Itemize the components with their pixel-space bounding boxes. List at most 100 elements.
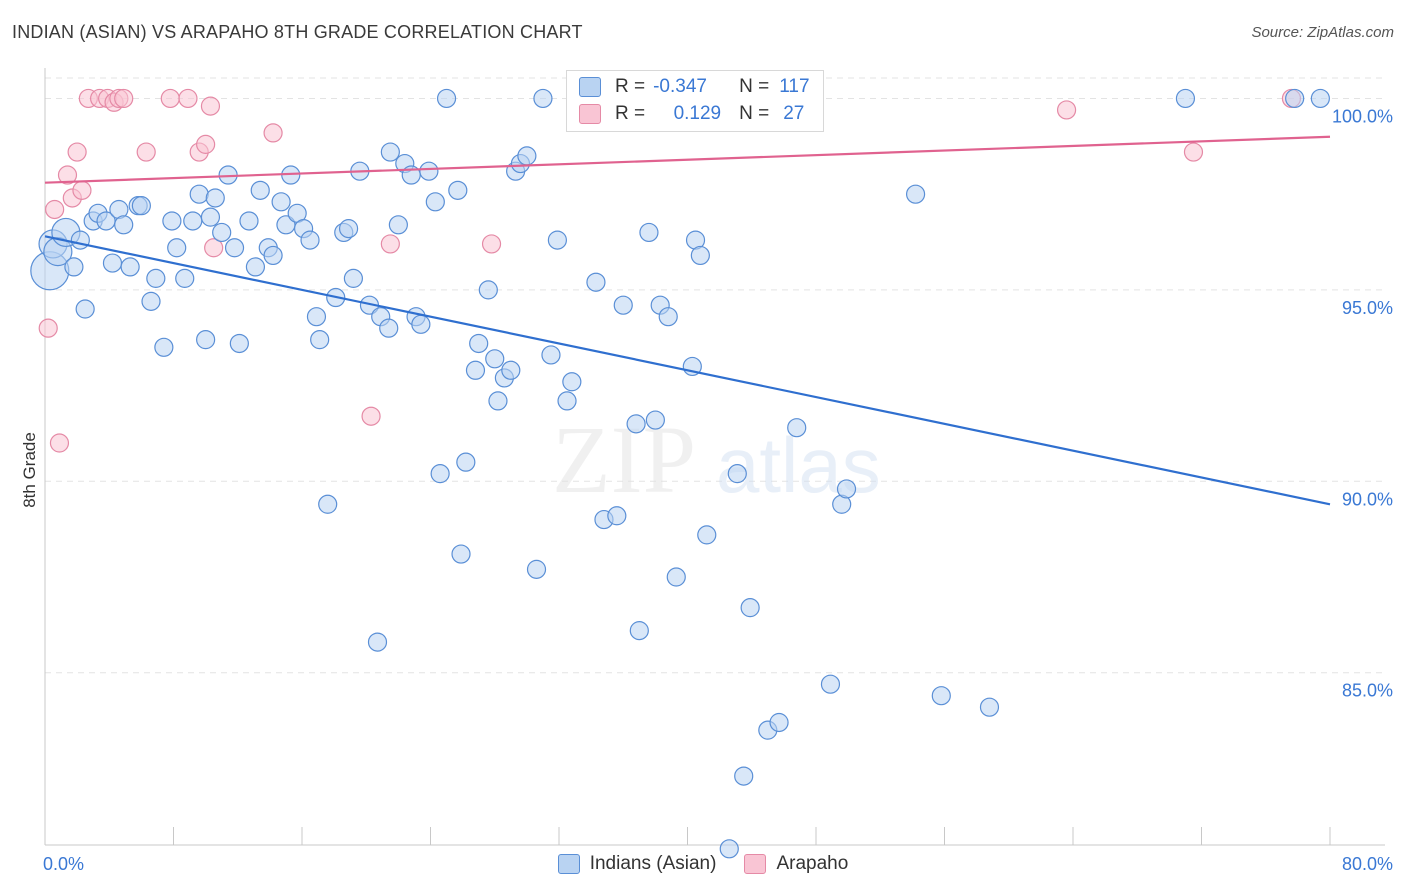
data-point [485, 349, 505, 369]
data-point [204, 238, 224, 258]
trend-lines [44, 135, 1331, 506]
data-point [451, 544, 471, 564]
y-tick-label: 85.0% [1342, 681, 1393, 701]
indians-swatch [557, 854, 580, 874]
data-point [690, 245, 710, 266]
watermark-zip: ZIP [552, 406, 696, 513]
data-point [162, 211, 182, 231]
data-point [456, 452, 476, 472]
data-point [310, 330, 330, 350]
data-point [380, 142, 400, 162]
data-point [1183, 142, 1204, 162]
legend-item-arapaho[interactable]: Arapaho [744, 853, 848, 875]
data-point [562, 372, 582, 392]
data-point [836, 479, 857, 499]
data-point [49, 433, 70, 453]
n-label: N = [739, 103, 770, 124]
n-value: 117 [779, 76, 810, 97]
n-label: N = [739, 76, 770, 97]
data-point [367, 632, 388, 652]
data-point [979, 697, 1000, 717]
data-point [629, 621, 649, 641]
data-point [613, 295, 633, 315]
stats-row-arapaho: R = 0.129 N = 27 [579, 101, 804, 127]
data-point [45, 199, 65, 220]
data-point [1056, 100, 1077, 120]
watermark: ZIP atlas [552, 406, 881, 513]
data-point [820, 674, 841, 694]
y-tick-label: 95.0% [1342, 298, 1393, 318]
series-legend: Indians (Asian) Arapaho [0, 852, 1406, 876]
data-point [245, 257, 266, 277]
data-point [905, 184, 926, 204]
data-point [533, 88, 553, 109]
data-point [263, 245, 283, 266]
stats-legend: R = -0.347 N = 117 R = 0.129 N = 27 [566, 70, 824, 132]
data-point [448, 180, 468, 200]
x-tick-label: 0.0% [43, 854, 84, 874]
data-point [526, 559, 547, 579]
data-point [1310, 88, 1330, 109]
data-point [481, 234, 502, 254]
data-point [200, 207, 221, 227]
data-point [645, 410, 665, 430]
data-point [120, 257, 140, 277]
data-point [250, 180, 270, 200]
data-point [639, 222, 659, 243]
data-point [430, 464, 450, 484]
data-point [436, 88, 457, 109]
data-point [160, 88, 180, 109]
data-point [388, 215, 408, 235]
data-point [64, 257, 84, 277]
r-value: 0.129 [673, 103, 722, 124]
data-point [380, 234, 400, 254]
data-point [338, 219, 359, 239]
legend-item-indians[interactable]: Indians (Asian) [557, 853, 717, 875]
arapaho-points [38, 88, 1302, 453]
axes [44, 68, 1385, 846]
stats-row-indians: R = -0.347 N = 117 [579, 74, 810, 100]
data-point [189, 184, 209, 204]
data-point [469, 333, 489, 354]
data-point [57, 165, 78, 185]
data-point [787, 418, 807, 438]
data-point [75, 299, 95, 319]
arapaho-swatch [744, 854, 767, 874]
data-point [931, 686, 951, 706]
data-point [114, 215, 134, 235]
data-point [131, 196, 151, 216]
data-point [154, 337, 174, 357]
data-point [102, 253, 123, 273]
data-point [167, 238, 187, 258]
data-point [306, 307, 327, 327]
data-point [740, 598, 760, 618]
data-point [141, 291, 161, 311]
data-point [38, 318, 58, 338]
r-value: -0.347 [653, 76, 707, 97]
y-tick-label: 100.0% [1332, 106, 1393, 126]
data-point [146, 268, 166, 288]
data-point [114, 88, 134, 109]
indians-trend-line [44, 235, 1331, 506]
data-point [626, 414, 646, 434]
data-point [727, 464, 747, 484]
data-point [239, 211, 259, 231]
data-point [318, 494, 338, 514]
legend-label-indians: Indians (Asian) [589, 853, 717, 874]
data-point [607, 506, 627, 526]
data-point [67, 142, 87, 162]
legend-label-arapaho: Arapaho [776, 853, 849, 874]
data-point [666, 567, 686, 587]
indians-swatch [579, 77, 601, 97]
data-point [70, 230, 90, 250]
y-tick-label: 90.0% [1342, 489, 1393, 509]
x-tick-labels: 0.0% 80.0% [43, 854, 1393, 874]
data-point [72, 180, 92, 200]
data-point [271, 192, 291, 212]
arapaho-swatch [579, 104, 601, 124]
r-label: R = [615, 76, 646, 97]
data-point [1175, 88, 1196, 109]
r-label: R = [615, 103, 646, 124]
data-point [411, 314, 431, 334]
data-point [488, 391, 508, 411]
